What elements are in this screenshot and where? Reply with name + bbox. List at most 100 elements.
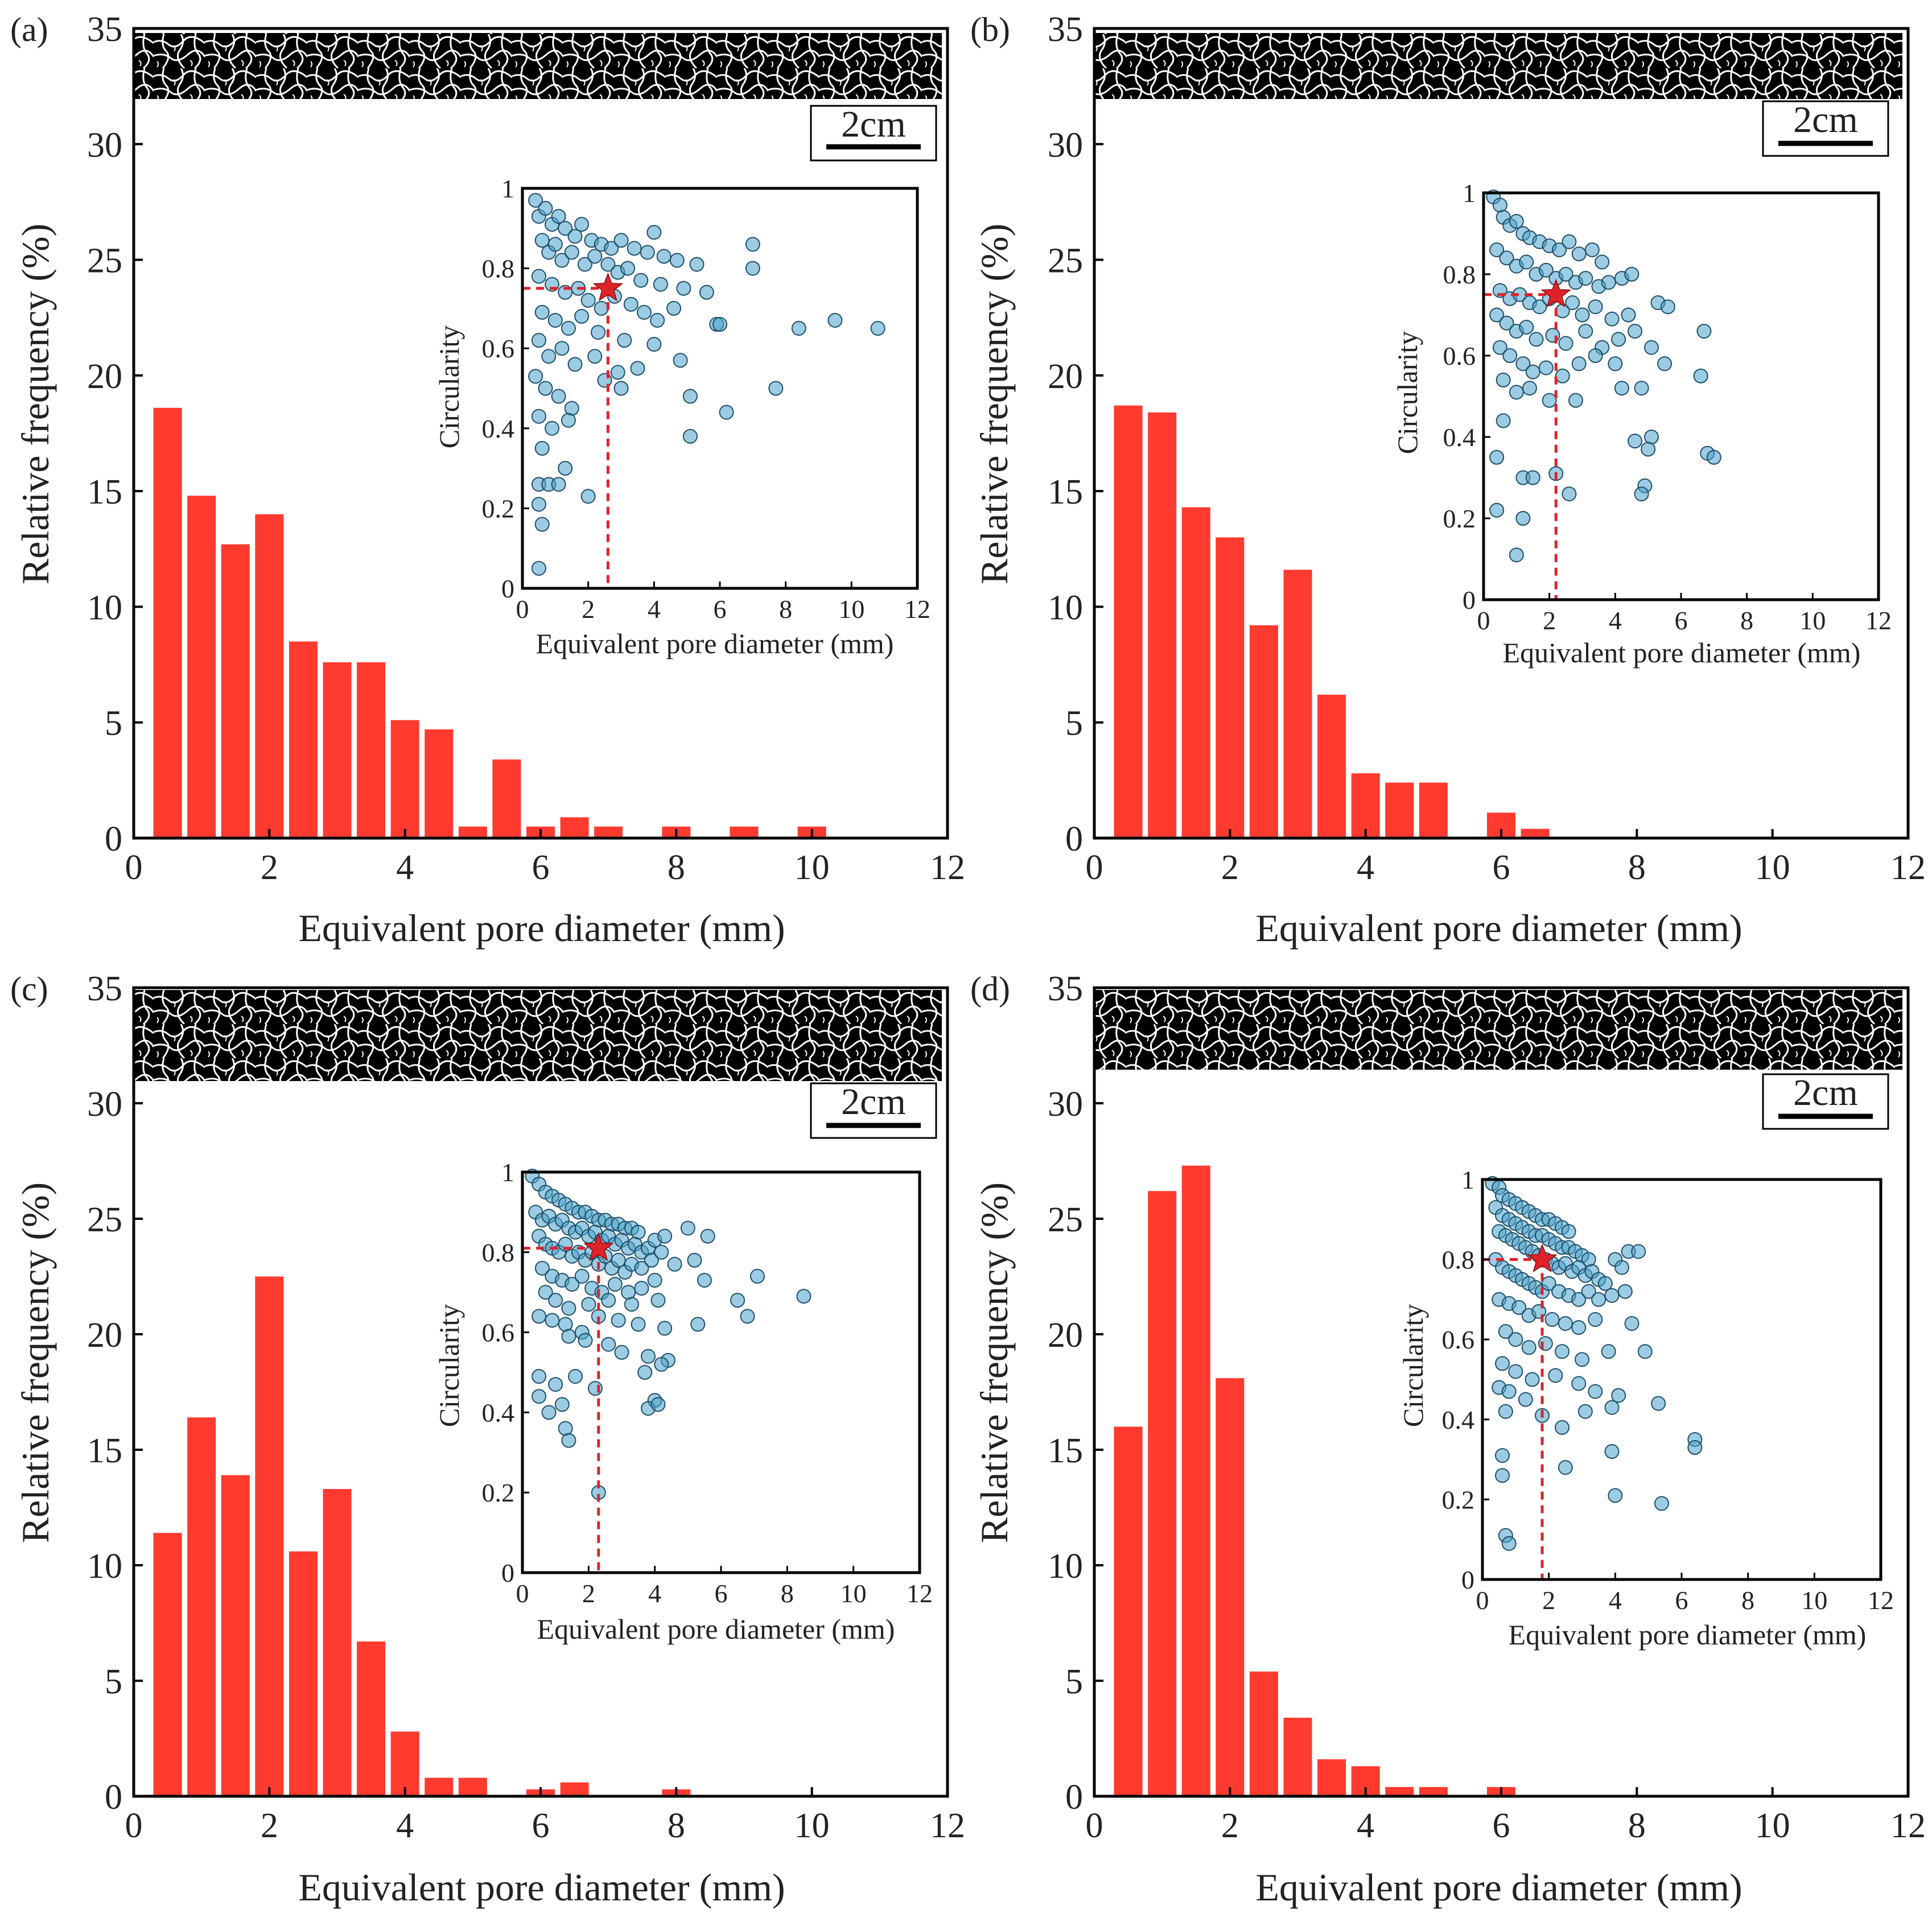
y-tick-label: 10 xyxy=(87,1547,122,1586)
scatter-point xyxy=(1521,1340,1536,1355)
x-axis-label: Equivalent pore diameter (mm) xyxy=(298,1866,785,1909)
inset-y-tick-label: 0.8 xyxy=(1443,260,1476,289)
scatter-point xyxy=(657,1321,673,1336)
bar xyxy=(458,1777,487,1796)
scatter-point xyxy=(580,489,596,504)
y-tick-label: 10 xyxy=(87,588,122,627)
inset-y-tick-label: 1 xyxy=(501,174,514,203)
scatter-point xyxy=(719,405,734,420)
scatter-point xyxy=(554,1397,570,1412)
inset-y-tick-label: 0 xyxy=(1463,585,1476,614)
y-tick-label: 15 xyxy=(87,1432,122,1470)
x-tick-label: 4 xyxy=(396,848,414,887)
scale-bar-label: 2cm xyxy=(1793,1072,1858,1113)
bar xyxy=(255,1276,284,1796)
scatter-point xyxy=(1558,336,1573,351)
scatter-point xyxy=(538,381,553,396)
scatter-point xyxy=(680,1220,695,1236)
x-tick-label: 12 xyxy=(1890,1806,1926,1845)
inset-x-tick-label: 6 xyxy=(1675,1586,1688,1615)
y-tick-label: 35 xyxy=(1048,970,1083,1008)
y-tick-label: 20 xyxy=(87,357,122,396)
scatter-point xyxy=(1489,307,1505,323)
scatter-point xyxy=(1588,299,1603,315)
scale-bar-label: 2cm xyxy=(841,1081,906,1123)
bar xyxy=(1419,782,1448,838)
scatter-point xyxy=(607,1277,623,1292)
foam-micrograph xyxy=(134,33,942,99)
scatter-point xyxy=(667,1256,682,1272)
y-tick-label: 30 xyxy=(87,1085,122,1124)
inset-x-tick-label: 8 xyxy=(779,595,792,624)
scatter-point xyxy=(1628,324,1643,339)
scatter-point xyxy=(611,1252,626,1268)
x-tick-label: 6 xyxy=(532,1806,550,1845)
scatter-point xyxy=(636,304,652,320)
scatter-point xyxy=(1571,1320,1587,1335)
scatter-point xyxy=(558,461,573,476)
x-tick-label: 10 xyxy=(1755,1806,1790,1845)
inset-y-tick-label: 1 xyxy=(501,1158,514,1187)
scatter-point xyxy=(791,321,806,336)
scatter-point xyxy=(594,300,609,316)
bar xyxy=(221,544,250,838)
scatter-point xyxy=(1496,413,1511,428)
scatter-point xyxy=(1538,1336,1553,1351)
x-tick-label: 10 xyxy=(1755,848,1790,887)
bar xyxy=(1249,1671,1278,1796)
scatter-point xyxy=(1588,1312,1603,1327)
scatter-point xyxy=(551,477,566,492)
scatter-point xyxy=(587,1381,603,1396)
scatter-point xyxy=(617,333,632,348)
inset-x-tick-label: 6 xyxy=(1675,606,1688,635)
inset-background xyxy=(522,188,917,588)
bar xyxy=(390,1731,419,1796)
scatter-point xyxy=(669,253,685,268)
inset-x-tick-label: 10 xyxy=(841,1579,867,1608)
scatter-point xyxy=(745,261,760,276)
scatter-point xyxy=(682,428,698,444)
scatter-point xyxy=(534,440,550,456)
scatter-point xyxy=(689,257,705,272)
scatter-point xyxy=(699,284,714,300)
scatter-point xyxy=(637,1365,653,1380)
panel-tag: (a) xyxy=(10,11,48,48)
scatter-point xyxy=(1489,242,1505,258)
bar xyxy=(289,1551,318,1796)
scatter-point xyxy=(531,269,546,284)
scatter-point xyxy=(600,257,616,272)
scatter-point xyxy=(601,1293,616,1308)
x-tick-label: 2 xyxy=(261,1806,278,1845)
scatter-point xyxy=(1525,1372,1540,1387)
inset-y-axis-label: Circularity xyxy=(433,325,465,449)
y-tick-label: 35 xyxy=(87,10,122,49)
scatter-point xyxy=(1651,1396,1666,1411)
scatter-point xyxy=(528,193,543,208)
bar xyxy=(1114,405,1143,838)
scatter-point xyxy=(538,1285,553,1300)
scatter-point xyxy=(601,1337,616,1352)
bar xyxy=(153,1533,182,1796)
bar xyxy=(1148,1191,1177,1796)
inset-x-tick-label: 8 xyxy=(1741,1586,1754,1615)
scatter-point xyxy=(650,1293,666,1308)
scale-bar-label: 2cm xyxy=(1793,99,1858,141)
scatter-point xyxy=(1575,307,1590,323)
scatter-point xyxy=(1538,262,1554,278)
x-tick-label: 0 xyxy=(1086,848,1103,887)
inset-x-tick-label: 8 xyxy=(781,1579,794,1608)
bar xyxy=(1385,1787,1414,1796)
scatter-point xyxy=(532,1309,547,1324)
y-tick-label: 15 xyxy=(1048,1432,1083,1470)
scatter-point xyxy=(1568,393,1583,408)
scatter-point xyxy=(1495,1448,1510,1463)
scatter-point xyxy=(611,1313,626,1328)
scatter-point xyxy=(620,261,636,276)
y-tick-label: 35 xyxy=(1048,10,1083,49)
scatter-point xyxy=(870,321,885,336)
scatter-point xyxy=(531,409,546,424)
scatter-point xyxy=(534,1260,550,1276)
scatter-point xyxy=(1525,470,1540,485)
